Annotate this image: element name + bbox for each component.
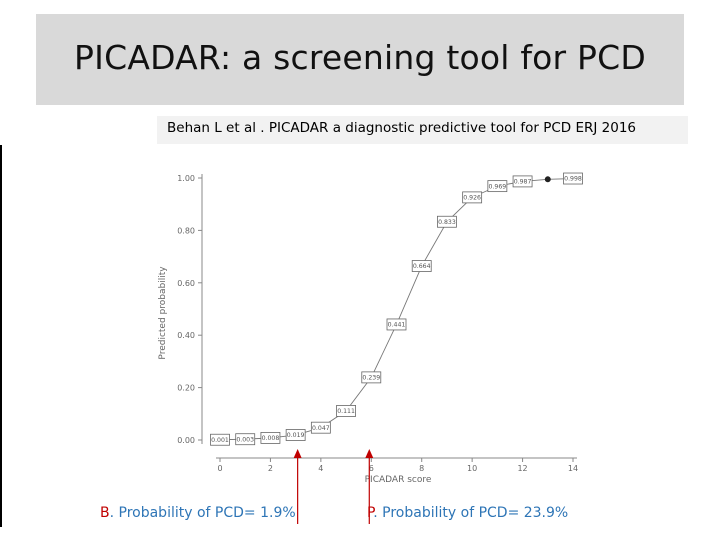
data-label: 0.441 <box>388 322 406 329</box>
series-line <box>219 178 574 441</box>
annotation-b: B. Probability of PCD= 1.9% <box>100 505 296 521</box>
data-point-box <box>361 371 382 384</box>
data-label: 0.111 <box>337 408 355 415</box>
x-tick-label: 12 <box>517 464 527 473</box>
left-divider <box>0 145 2 527</box>
data-label: 0.987 <box>514 179 532 186</box>
data-label: 0.019 <box>287 432 305 439</box>
x-tick-label: 14 <box>568 464 578 473</box>
y-tick-label: 0.40 <box>177 331 195 340</box>
data-point-box <box>260 432 281 444</box>
data-label: 0.001 <box>211 437 229 444</box>
x-tick-label: 8 <box>419 464 424 473</box>
data-point-box <box>210 433 230 446</box>
citation-box: Behan L et al . PICADAR a diagnostic pre… <box>157 116 688 144</box>
annotation-arrow-head <box>293 449 302 458</box>
data-point-box <box>487 180 508 193</box>
data-label: 0.664 <box>413 263 431 270</box>
data-point-box <box>285 429 306 441</box>
x-axis-label: PICADAR score <box>365 475 432 485</box>
annotation-b-letter: B <box>100 505 110 521</box>
title-band: PICADAR: a screening tool for PCD <box>36 14 684 105</box>
data-label: 0.926 <box>463 195 481 202</box>
y-tick-label: 0.00 <box>177 436 195 445</box>
y-axis-label: Predicted probability <box>158 266 168 360</box>
data-point-box <box>563 172 583 185</box>
annotation-p-letter: P <box>367 505 374 521</box>
annotation-b-text: . Probability of PCD= 1.9% <box>109 505 296 521</box>
data-label: 0.998 <box>564 176 582 183</box>
data-label: 0.047 <box>312 425 330 432</box>
data-point-box <box>386 318 407 331</box>
x-tick-label: 0 <box>217 464 222 473</box>
x-tick-label: 2 <box>268 464 273 473</box>
data-label: 0.008 <box>262 435 280 442</box>
data-label: 0.833 <box>438 219 456 226</box>
x-tick-label: 4 <box>318 464 323 473</box>
y-tick-label: 1.00 <box>177 174 195 183</box>
x-tick-label: 6 <box>369 464 374 473</box>
y-tick-label: 0.80 <box>177 226 195 235</box>
annotation-arrow-head <box>365 449 374 458</box>
data-point <box>544 176 551 183</box>
data-label: 0.003 <box>236 436 254 443</box>
data-point-box <box>411 260 432 272</box>
data-point-box <box>462 191 483 204</box>
data-point-box <box>512 175 533 188</box>
annotation-p: P. Probability of PCD= 23.9% <box>367 505 568 521</box>
data-label: 0.969 <box>488 183 506 190</box>
data-point-box <box>437 215 457 228</box>
data-point-box <box>336 405 356 417</box>
data-point-box <box>235 433 256 446</box>
y-tick-label: 0.20 <box>177 384 195 393</box>
x-tick-label: 10 <box>467 464 477 473</box>
citation-text: Behan L et al . PICADAR a diagnostic pre… <box>167 120 637 136</box>
data-label: 0.239 <box>362 375 380 382</box>
y-tick-label: 0.60 <box>177 279 195 288</box>
slide-title: PICADAR: a screening tool for PCD <box>74 38 646 77</box>
annotation-p-text: . Probability of PCD= 23.9% <box>373 505 569 521</box>
data-point-box <box>310 421 331 434</box>
